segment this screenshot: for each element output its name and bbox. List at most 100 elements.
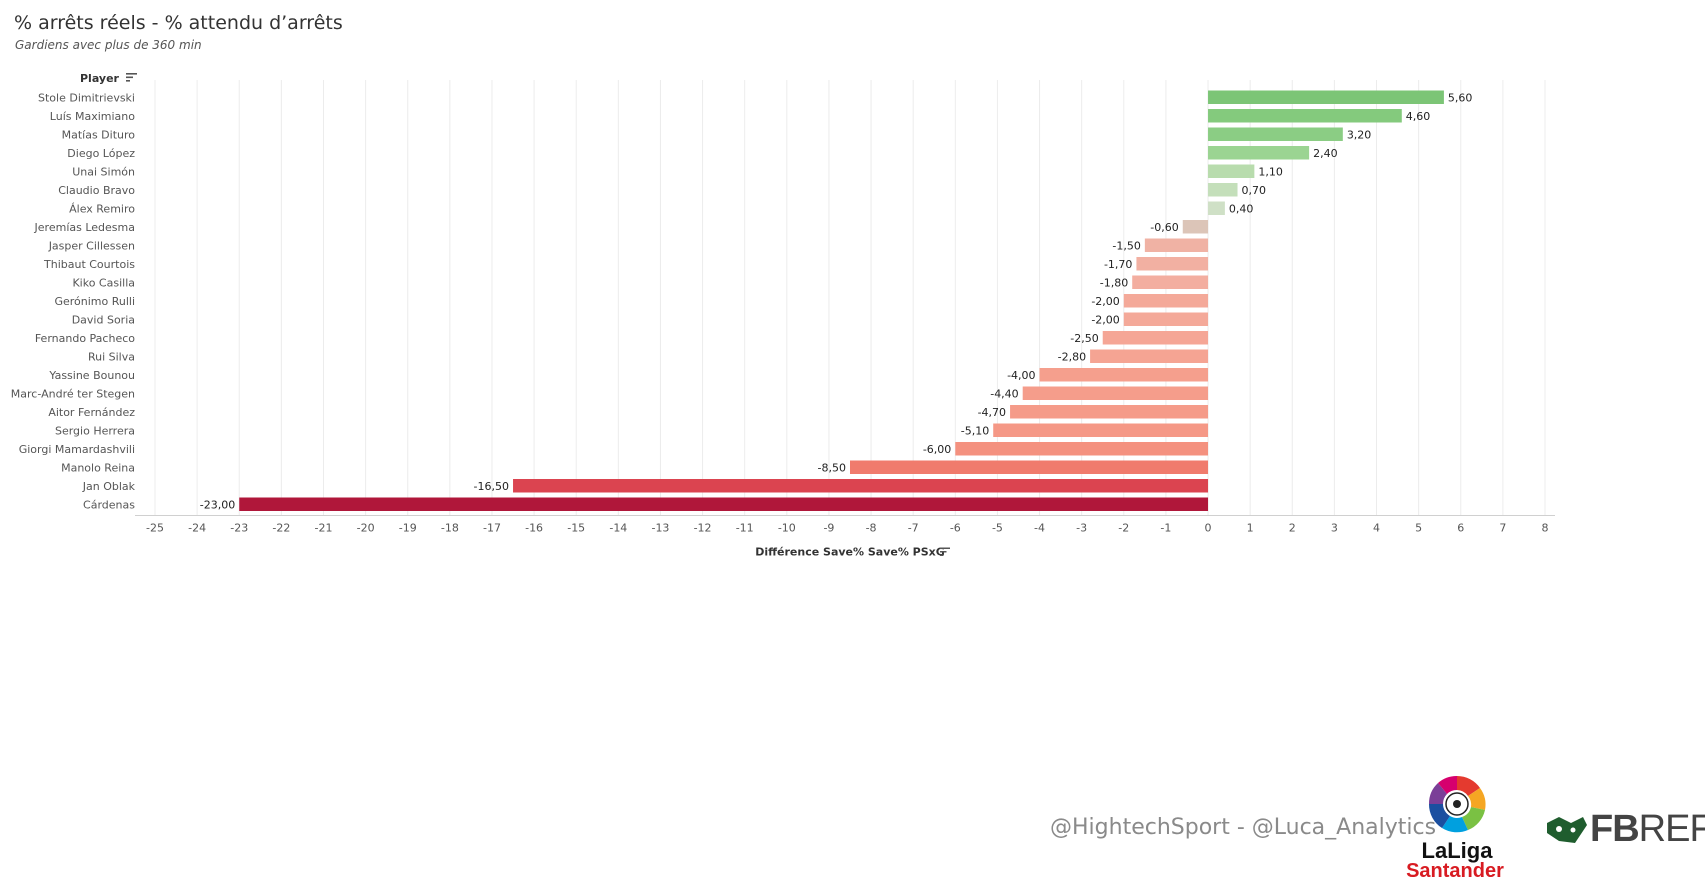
x-tick-label: -4 <box>1034 522 1045 535</box>
data-label: -4,70 <box>978 406 1006 419</box>
data-label: -2,00 <box>1091 313 1119 326</box>
data-label: -4,00 <box>1007 369 1035 382</box>
x-tick-label: -18 <box>441 522 459 535</box>
x-tick-label: 3 <box>1331 522 1338 535</box>
fbref-light: REF <box>1638 808 1705 850</box>
bar <box>1208 127 1343 141</box>
x-tick-label: -5 <box>992 522 1003 535</box>
bar <box>993 423 1209 437</box>
data-label: -1,80 <box>1100 276 1128 289</box>
x-tick-label: -20 <box>357 522 375 535</box>
bar <box>1208 109 1402 123</box>
x-tick-label: 1 <box>1247 522 1254 535</box>
category-label: Yassine Bounou <box>48 369 135 382</box>
x-tick-label: -1 <box>1160 522 1171 535</box>
fbref-bold: FB <box>1590 808 1640 850</box>
category-label: Sergio Herrera <box>55 424 135 437</box>
x-sort-icon-bar <box>940 547 950 549</box>
x-axis-title: Différence Save% Save% PSxG <box>755 546 945 559</box>
bar <box>1123 312 1209 326</box>
x-sort-icon-bar <box>940 554 944 556</box>
x-tick-label: -9 <box>823 522 834 535</box>
bar <box>1144 238 1209 252</box>
bar <box>955 442 1209 456</box>
x-tick-label: 4 <box>1373 522 1380 535</box>
data-label: -0,60 <box>1150 221 1178 234</box>
data-label: -6,00 <box>923 443 951 456</box>
santander-wordmark: Santander <box>1406 860 1504 882</box>
x-tick-label: 6 <box>1457 522 1464 535</box>
x-tick-label: -6 <box>950 522 961 535</box>
y-axis-header[interactable]: Player <box>80 72 137 85</box>
x-tick-label: -8 <box>866 522 877 535</box>
category-label: Matías Dituro <box>62 128 136 141</box>
x-tick-label: -2 <box>1118 522 1129 535</box>
category-label: Rui Silva <box>88 350 135 363</box>
data-label: -2,80 <box>1058 350 1086 363</box>
fbref-shield-icon <box>1547 817 1587 843</box>
data-label: 1,10 <box>1258 165 1283 178</box>
chart-title: % arrêts réels - % attendu d’arrêts <box>14 12 343 34</box>
fbref-wordmark: FBREF <box>1590 808 1705 851</box>
bar <box>1208 201 1225 215</box>
bar <box>1022 386 1209 400</box>
category-label: Stole Dimitrievski <box>38 91 135 104</box>
category-label: Jan Oblak <box>82 480 136 493</box>
data-label: -1,70 <box>1104 258 1132 271</box>
credit-text: @HightechSport - @Luca_Analytics <box>1050 815 1437 840</box>
category-label: Unai Simón <box>72 165 135 178</box>
x-tick-label: -23 <box>230 522 248 535</box>
bar <box>1208 146 1310 160</box>
bar <box>1208 183 1238 197</box>
category-label: Claudio Bravo <box>58 184 135 197</box>
data-label: -2,50 <box>1070 332 1098 345</box>
x-tick-label: -12 <box>694 522 712 535</box>
x-tick-label: -15 <box>567 522 585 535</box>
bar <box>1039 368 1209 382</box>
x-tick-label: -10 <box>778 522 796 535</box>
data-label: -8,50 <box>818 461 846 474</box>
x-tick-label: -3 <box>1076 522 1087 535</box>
x-tick-label: -22 <box>272 522 290 535</box>
bar <box>239 497 1209 511</box>
category-label: Luís Maximiano <box>50 110 135 123</box>
category-label: David Soria <box>72 313 135 326</box>
category-label: Álex Remiro <box>69 202 135 215</box>
bar <box>850 460 1209 474</box>
data-label: 3,20 <box>1347 128 1372 141</box>
chart-subtitle: Gardiens avec plus de 360 min <box>15 38 202 52</box>
x-tick-label: 8 <box>1542 522 1549 535</box>
bar <box>1010 405 1209 419</box>
data-label: -5,10 <box>961 424 989 437</box>
x-tick-label: -7 <box>908 522 919 535</box>
data-label: 0,70 <box>1242 184 1267 197</box>
category-label: Fernando Pacheco <box>35 332 135 345</box>
data-label: 5,60 <box>1448 91 1473 104</box>
data-label: -2,00 <box>1091 295 1119 308</box>
x-tick-label: 2 <box>1289 522 1296 535</box>
category-label: Giorgi Mamardashvili <box>19 443 135 456</box>
bar <box>1090 349 1209 363</box>
category-label: Cárdenas <box>83 498 135 511</box>
x-tick-label: -14 <box>609 522 627 535</box>
data-label: -1,50 <box>1112 239 1140 252</box>
x-tick-label: -16 <box>525 522 543 535</box>
category-label: Gerónimo Rulli <box>54 295 135 308</box>
category-label: Jasper Cillessen <box>48 239 135 252</box>
data-label: 2,40 <box>1313 147 1338 160</box>
data-label: -23,00 <box>200 498 235 511</box>
data-label: -16,50 <box>474 480 509 493</box>
sort-icon[interactable] <box>125 73 137 82</box>
data-label: -4,40 <box>990 387 1018 400</box>
x-tick-label: -24 <box>188 522 206 535</box>
bar <box>1123 294 1209 308</box>
y-axis-header-label: Player <box>80 72 119 85</box>
x-tick-label: 7 <box>1499 522 1506 535</box>
x-sort-icon-bar <box>940 551 947 553</box>
x-tick-label: -19 <box>399 522 417 535</box>
bar <box>513 479 1209 493</box>
data-label: 4,60 <box>1406 110 1431 123</box>
category-label: Aitor Fernández <box>48 406 135 419</box>
category-label: Kiko Casilla <box>72 276 135 289</box>
category-label: Thibaut Courtois <box>43 258 135 271</box>
